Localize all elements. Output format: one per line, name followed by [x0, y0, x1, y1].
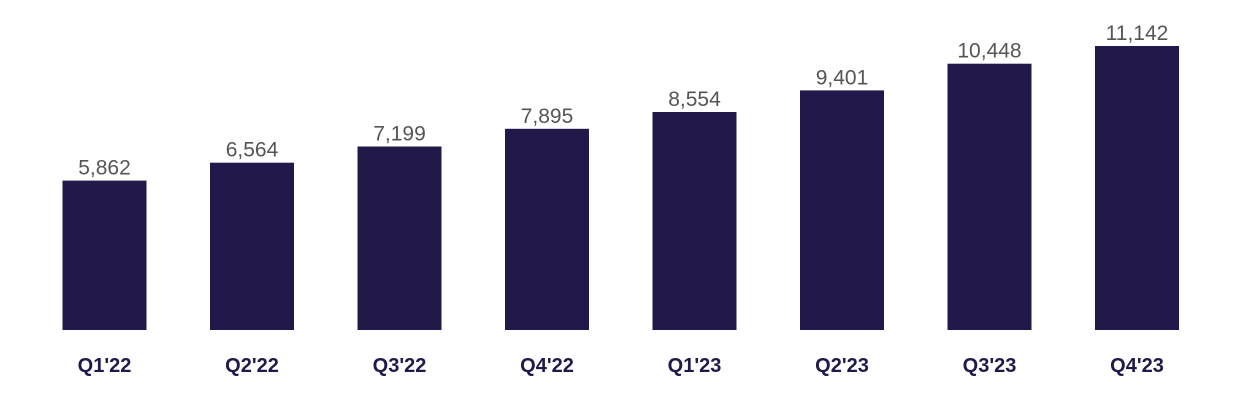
category-label-2: Q3'22	[373, 355, 427, 377]
value-label-7: 11,142	[1106, 22, 1169, 45]
value-label-6: 10,448	[957, 40, 1021, 63]
category-label-5: Q2'23	[815, 355, 869, 377]
category-label-4: Q1'23	[668, 355, 722, 377]
value-label-1: 6,564	[226, 139, 279, 162]
category-label-3: Q4'22	[520, 355, 574, 377]
category-label-0: Q1'22	[78, 355, 132, 377]
category-label-7: Q4'23	[1110, 355, 1164, 377]
value-label-5: 9,401	[816, 66, 869, 89]
bar-5	[800, 90, 884, 331]
value-label-3: 7,895	[521, 105, 574, 128]
bar-6	[947, 63, 1032, 330]
bars-group	[62, 46, 1179, 331]
bar-4	[652, 112, 737, 330]
category-labels-group: Q1'22 Q2'22 Q3'22 Q4'22 Q1'23 Q2'23 Q3'23 Q4'23	[78, 355, 1164, 377]
bar-1	[210, 162, 294, 330]
category-label-6: Q3'23	[963, 355, 1017, 377]
bar-7	[1095, 46, 1179, 330]
value-labels-group: 5,862 6,564 7,199 7,895 8,554 9,401 10,448 11,1…	[78, 22, 1168, 180]
value-label-0: 5,862	[78, 157, 131, 180]
bar-0	[62, 180, 147, 330]
value-label-2: 7,199	[373, 123, 426, 146]
bar-2	[357, 146, 442, 330]
category-label-1: Q2'22	[225, 355, 279, 377]
value-label-4: 8,554	[668, 88, 721, 111]
bar-3	[505, 128, 589, 330]
